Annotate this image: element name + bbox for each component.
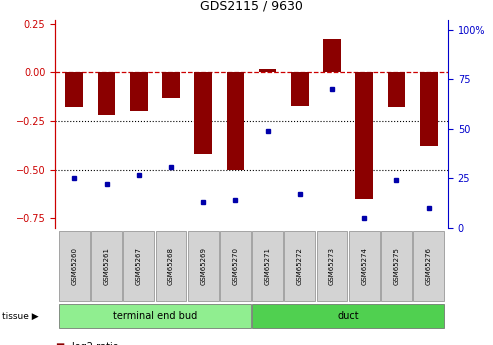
Text: log2 ratio: log2 ratio [72, 342, 119, 345]
Bar [291, 72, 309, 106]
Bar [317, 231, 348, 301]
Text: GSM65276: GSM65276 [425, 247, 432, 285]
Bar [323, 39, 341, 72]
Bar [220, 231, 251, 301]
Bar [381, 231, 412, 301]
Bar [155, 231, 186, 301]
Text: GSM65260: GSM65260 [71, 247, 77, 285]
Bar [59, 231, 90, 301]
Bar [387, 72, 405, 108]
Bar [227, 72, 244, 170]
Bar [420, 72, 437, 146]
Text: GSM65268: GSM65268 [168, 247, 174, 285]
Text: terminal end bud: terminal end bud [113, 311, 197, 321]
Text: GSM65267: GSM65267 [136, 247, 142, 285]
Bar [252, 231, 283, 301]
Bar [162, 72, 180, 98]
Bar [66, 72, 83, 108]
Text: ■: ■ [55, 342, 64, 345]
Text: GSM65271: GSM65271 [265, 247, 271, 285]
Text: GSM65272: GSM65272 [297, 247, 303, 285]
Text: GDS2115 / 9630: GDS2115 / 9630 [200, 0, 303, 12]
Bar [355, 72, 373, 199]
Text: GSM65270: GSM65270 [232, 247, 239, 285]
Bar [188, 231, 218, 301]
Bar [98, 72, 115, 115]
Text: duct: duct [337, 311, 359, 321]
Bar [91, 231, 122, 301]
Bar [284, 231, 316, 301]
Text: GSM65275: GSM65275 [393, 247, 399, 285]
Text: GSM65273: GSM65273 [329, 247, 335, 285]
Text: tissue ▶: tissue ▶ [2, 312, 39, 321]
Bar [130, 72, 147, 111]
Bar [59, 304, 251, 328]
Bar [123, 231, 154, 301]
Bar [252, 304, 444, 328]
Bar [194, 72, 212, 154]
Text: GSM65269: GSM65269 [200, 247, 206, 285]
Text: GSM65274: GSM65274 [361, 247, 367, 285]
Bar [413, 231, 444, 301]
Bar [259, 69, 277, 72]
Text: GSM65261: GSM65261 [104, 247, 109, 285]
Bar [349, 231, 380, 301]
